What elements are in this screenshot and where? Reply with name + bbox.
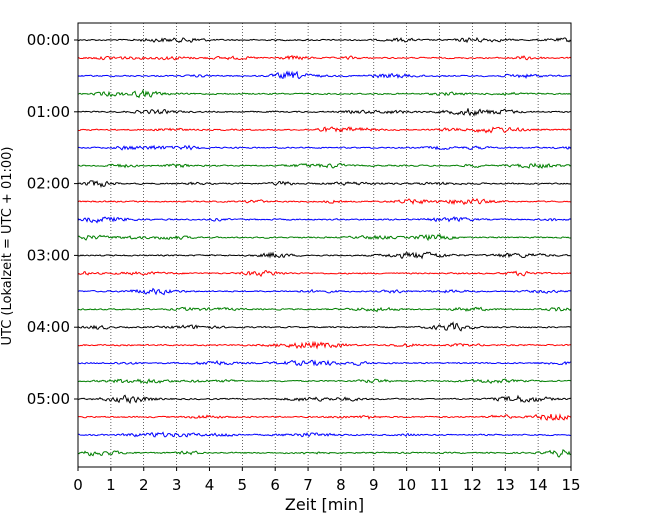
x-tick-label: 4 — [205, 476, 215, 494]
x-tick-label: 13 — [496, 476, 515, 494]
y-tick-label: 00:00 — [27, 31, 70, 49]
x-tick-label: 2 — [139, 476, 149, 494]
plot-frame — [77, 22, 572, 468]
seismic-trace — [77, 251, 572, 260]
y-axis-ticks: 00:00 01:00 02:00 03:00 04:00 05:00 — [27, 31, 78, 408]
seismic-trace — [77, 126, 572, 134]
seismic-trace — [77, 394, 572, 405]
x-tick-label: 1 — [106, 476, 116, 494]
seismic-trace — [77, 70, 572, 80]
seismic-trace — [77, 431, 572, 438]
x-tick-label: 7 — [303, 476, 313, 494]
seismic-trace — [77, 287, 572, 296]
x-tick-label: 6 — [270, 476, 280, 494]
seismic-trace — [77, 162, 572, 169]
y-tick-label: 02:00 — [27, 175, 70, 193]
seismic-trace — [77, 108, 572, 117]
y-tick-label: 03:00 — [27, 246, 70, 264]
seismic-trace — [77, 144, 572, 151]
x-tick-label: 10 — [397, 476, 416, 494]
x-tick-label: 9 — [369, 476, 379, 494]
seismic-trace — [77, 180, 572, 189]
x-tick-label: 3 — [172, 476, 182, 494]
y-axis-label: UTC (Lokalzeit = UTC + 01:00) — [0, 147, 15, 346]
seismic-trace — [77, 197, 572, 206]
seismic-trace — [77, 413, 572, 421]
seismic-trace — [77, 54, 572, 61]
x-axis-label: Zeit [min] — [285, 495, 364, 514]
x-tick-label: 14 — [529, 476, 548, 494]
seismic-trace — [77, 269, 572, 278]
x-axis-ticks: 0 1 2 3 4 5 6 7 8 9 10 11 12 13 14 15 — [73, 467, 581, 494]
seismic-traces — [77, 36, 572, 458]
x-tick-label: 12 — [463, 476, 482, 494]
seismic-trace — [77, 378, 572, 385]
x-tick-label: 0 — [73, 476, 83, 494]
x-tick-label: 5 — [238, 476, 248, 494]
seismic-trace — [77, 449, 572, 458]
x-tick-label: 8 — [336, 476, 346, 494]
seismic-trace — [77, 321, 572, 332]
seismic-trace — [77, 340, 572, 350]
y-tick-label: 05:00 — [27, 390, 70, 408]
seismic-trace — [77, 359, 572, 367]
seismic-trace — [77, 233, 572, 242]
y-tick-label: 04:00 — [27, 318, 70, 336]
seismic-trace — [77, 306, 572, 313]
x-tick-label: 15 — [561, 476, 580, 494]
seismic-trace — [77, 216, 572, 224]
grid-lines — [110, 23, 539, 467]
seismic-trace — [77, 36, 572, 44]
y-tick-label: 01:00 — [27, 103, 70, 121]
seismic-trace — [77, 88, 572, 99]
x-tick-label: 11 — [430, 476, 449, 494]
